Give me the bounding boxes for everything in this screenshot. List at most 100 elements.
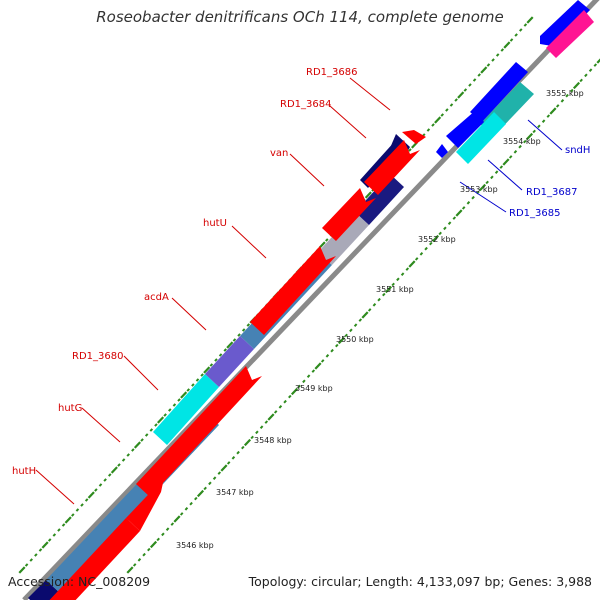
- inner-tick: [344, 333, 348, 338]
- gene-RD1_3684: [355, 174, 404, 225]
- inner-tick: [588, 68, 593, 72]
- inner-tick: [452, 216, 457, 220]
- outer-tick: [195, 378, 200, 382]
- inner-tick: [273, 410, 278, 414]
- inner-tick: [485, 180, 489, 185]
- outer-tick: [325, 238, 329, 242]
- inner-tick: [537, 124, 541, 129]
- scale-label: 3550 kbp: [336, 335, 374, 344]
- label-RD1_3684: RD1_3684: [280, 99, 331, 110]
- outer-tick: [457, 91, 465, 99]
- gene-van: [318, 212, 369, 265]
- inner-tick-marks: [126, 58, 600, 574]
- outer-tick: [491, 58, 495, 62]
- label-acdA: acdA: [144, 292, 169, 303]
- outer-tick: [186, 388, 191, 392]
- outer-tick: [71, 513, 75, 517]
- outer-tick: [149, 428, 154, 432]
- outer-tick: [209, 363, 214, 367]
- inner-tick: [499, 165, 504, 169]
- outer-tick: [426, 128, 431, 132]
- inner-tick: [579, 78, 583, 83]
- outer-tick: [519, 28, 523, 32]
- label-hutG: hutG: [58, 403, 82, 414]
- inner-tick: [490, 175, 494, 180]
- outer-tick: [472, 78, 477, 82]
- outer-tick: [477, 73, 481, 77]
- outer-tick: [480, 66, 488, 74]
- outer-tick: [140, 438, 144, 442]
- scale-label: 3554 kbp: [503, 137, 541, 146]
- outer-tick: [523, 23, 528, 27]
- inner-tick: [596, 58, 600, 64]
- outer-tick: [172, 403, 177, 407]
- inner-tick: [391, 282, 395, 287]
- inner-tick: [555, 104, 560, 108]
- gene-top-magenta: [546, 10, 594, 58]
- gene-cyan-right: [456, 112, 506, 164]
- label-sndH: sndH: [565, 145, 590, 156]
- inner-tick: [278, 405, 283, 409]
- label-hutU: hutU: [203, 218, 227, 229]
- inner-tick: [217, 471, 222, 475]
- outer-tick: [191, 383, 195, 387]
- inner-tick: [431, 234, 440, 243]
- forward-gene-5: [322, 188, 376, 241]
- inner-tick: [320, 359, 325, 363]
- outer-tick: [445, 108, 449, 112]
- outer-tick: [34, 553, 38, 557]
- inner-tick: [532, 129, 536, 134]
- outer-tick: [408, 148, 412, 152]
- inner-tick: [565, 93, 569, 98]
- gene-RD1_3685: [446, 110, 484, 148]
- outer-tick: [203, 366, 211, 374]
- inner-tick: [132, 563, 137, 567]
- gene-hutH: [28, 580, 60, 600]
- outer-tick: [47, 538, 52, 542]
- inner-tick: [349, 328, 353, 333]
- outer-tick: [157, 416, 165, 424]
- inner-tick: [142, 552, 146, 557]
- outer-tick: [214, 358, 218, 362]
- outer-tick: [64, 516, 72, 524]
- inner-tick: [311, 369, 316, 373]
- scale-label: 3546 kbp: [176, 541, 214, 550]
- outer-tick: [163, 413, 167, 417]
- outer-tick: [500, 48, 505, 52]
- inner-tick: [518, 144, 522, 149]
- inner-tick: [523, 139, 527, 144]
- inner-tick: [525, 132, 534, 141]
- scale-label: 3551 kbp: [376, 285, 414, 294]
- outer-tick: [131, 448, 135, 452]
- scale-label: 3547 kbp: [216, 488, 254, 497]
- inner-tick: [170, 522, 175, 526]
- inner-tick: [502, 158, 510, 166]
- inner-tick: [478, 183, 487, 192]
- outer-tick: [223, 348, 227, 352]
- inner-tick: [377, 297, 381, 302]
- outer-tick: [177, 398, 181, 402]
- forward-gene-6: [364, 140, 420, 195]
- scale-label: 3548 kbp: [254, 436, 292, 445]
- label-RD1_3680: RD1_3680: [72, 351, 123, 362]
- inner-tick: [372, 303, 377, 307]
- outer-tick: [38, 548, 43, 552]
- inner-tick: [173, 515, 181, 523]
- outer-tick: [144, 433, 149, 437]
- outer-tick: [52, 533, 57, 537]
- outer-tick: [226, 341, 234, 349]
- inner-tick: [288, 394, 292, 399]
- scale-label: 3555 kbp: [546, 89, 584, 98]
- forward-gene-7: [402, 130, 426, 144]
- gene-sndH: [470, 62, 528, 122]
- inner-tick: [572, 81, 581, 90]
- inner-tick: [335, 343, 339, 348]
- inner-tick: [250, 435, 254, 440]
- outer-tick: [486, 63, 491, 67]
- scale-label: 3553 kbp: [460, 185, 498, 194]
- label-RD1_3685: RD1_3685: [509, 208, 560, 219]
- inner-tick: [570, 88, 574, 93]
- outer-tick: [237, 333, 241, 337]
- outer-tick: [440, 113, 445, 117]
- outer-tick: [434, 116, 442, 124]
